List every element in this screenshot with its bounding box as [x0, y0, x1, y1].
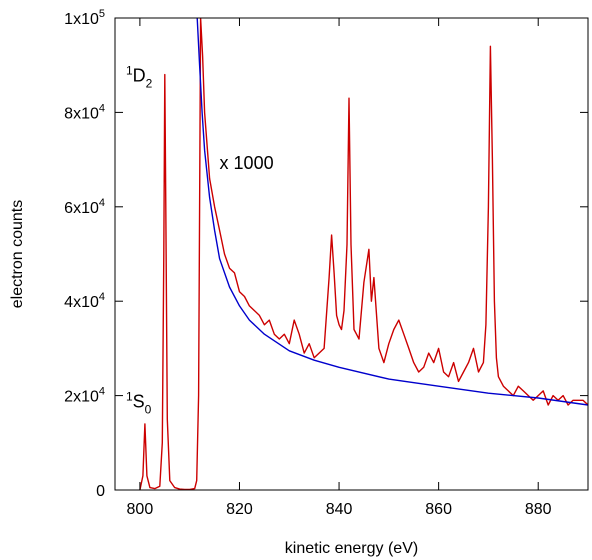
term-subscript: 2	[146, 77, 153, 91]
x-axis-title: kinetic energy (eV)	[285, 540, 418, 557]
series-line-1	[196, 18, 588, 406]
y-tick-label: 6x104	[64, 197, 105, 217]
x-tick-label: 800	[127, 501, 154, 518]
plot-frame	[114, 17, 589, 491]
series-line-0	[139, 18, 588, 490]
x-tick-label: 840	[326, 501, 353, 518]
y-tick-mantissa: 6x10	[64, 200, 99, 217]
x-tick-label: 820	[226, 501, 253, 518]
y-tick-exponent: 4	[99, 102, 105, 114]
annotation-d2: 1D2	[126, 64, 153, 91]
term-subscript: 0	[145, 402, 152, 416]
series-layer	[139, 18, 588, 490]
y-tick-mantissa: 4x10	[64, 294, 99, 311]
term-superscript: 1	[126, 389, 133, 403]
y-tick-mantissa: 2x10	[64, 389, 99, 406]
y-tick-label: 1x105	[64, 8, 105, 28]
y-tick-label: 8x104	[64, 102, 105, 122]
y-tick-mantissa: 8x10	[64, 105, 99, 122]
y-tick-exponent: 4	[99, 197, 105, 209]
x-tick-label: 860	[425, 501, 452, 518]
term-superscript: 1	[126, 64, 133, 78]
y-tick-label: 2x104	[64, 386, 105, 406]
y-tick-exponent: 4	[99, 291, 105, 303]
y-tick-mantissa: 1x10	[64, 11, 99, 28]
y-tick-label: 4x104	[64, 291, 105, 311]
y-tick-label: 0	[96, 483, 105, 500]
term-letter: S	[133, 391, 145, 411]
y-axis-title: electron counts	[9, 200, 26, 309]
annotation-x1000: x 1000	[220, 153, 274, 173]
x-tick-label: 880	[525, 501, 552, 518]
term-letter: D	[133, 66, 146, 86]
ticks-layer: 800 820 840 860 88002x1044x1046x1048x1041x10…	[64, 8, 588, 518]
y-tick-exponent: 4	[99, 386, 105, 398]
y-tick-mantissa: 0	[96, 483, 105, 500]
annotation-s0: 1S0	[126, 389, 152, 416]
y-tick-exponent: 5	[99, 8, 105, 20]
